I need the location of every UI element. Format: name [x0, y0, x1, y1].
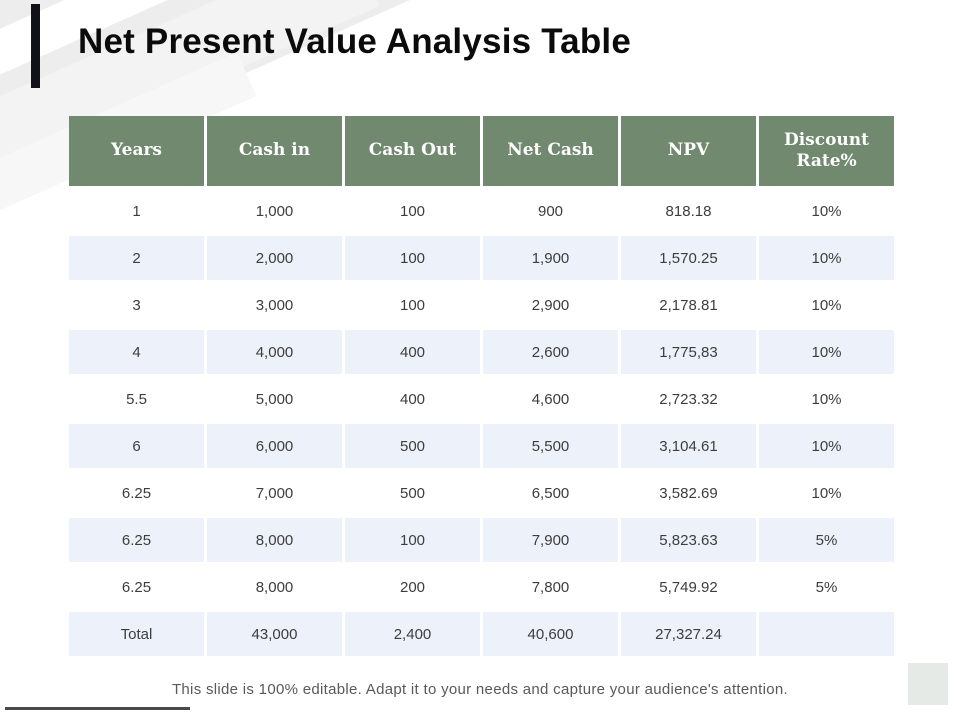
table-cell: 100	[345, 189, 480, 233]
table-row: 6 6,000 500 5,500 3,104.61 10%	[69, 424, 894, 468]
table-cell: 6	[69, 424, 204, 468]
corner-square	[908, 663, 948, 705]
table-cell: 500	[345, 471, 480, 515]
table-cell	[759, 612, 894, 656]
table-body: 1 1,000 100 900 818.18 10% 2 2,000 100 1,900 1,570…	[69, 189, 894, 656]
column-header: Cash in	[207, 116, 342, 186]
footer-note: This slide is 100% editable. Adapt it to…	[171, 681, 789, 698]
table-cell: 1,900	[483, 236, 618, 280]
table-header: Years Cash in Cash Out Net Cash NPV Discount …	[69, 116, 894, 186]
table-row: 6.25 7,000 500 6,500 3,582.69 10%	[69, 471, 894, 515]
table-cell: 1	[69, 189, 204, 233]
table-cell: 200	[345, 565, 480, 609]
table-cell: 6,500	[483, 471, 618, 515]
column-header: Net Cash	[483, 116, 618, 186]
table-cell: 900	[483, 189, 618, 233]
table-row: 6.25 8,000 200 7,800 5,749.92 5%	[69, 565, 894, 609]
table-cell: 2	[69, 236, 204, 280]
table-cell: 500	[345, 424, 480, 468]
table-cell: 818.18	[621, 189, 756, 233]
table-row: 3 3,000 100 2,900 2,178.81 10%	[69, 283, 894, 327]
table-cell: 2,000	[207, 236, 342, 280]
table-cell: 1,570.25	[621, 236, 756, 280]
table-cell: Total	[69, 612, 204, 656]
table-row: Total 43,000 2,400 40,600 27,327.24	[69, 612, 894, 656]
table-cell: 10%	[759, 236, 894, 280]
table-cell: 2,723.32	[621, 377, 756, 421]
table-cell: 5.5	[69, 377, 204, 421]
table-cell: 100	[345, 283, 480, 327]
table-cell: 6.25	[69, 471, 204, 515]
table-cell: 1,775,83	[621, 330, 756, 374]
table-cell: 3,000	[207, 283, 342, 327]
stripe	[0, 0, 471, 126]
table-cell: 2,600	[483, 330, 618, 374]
table-cell: 10%	[759, 377, 894, 421]
table-cell: 5%	[759, 518, 894, 562]
table-cell: 5,000	[207, 377, 342, 421]
column-header: Cash Out	[345, 116, 480, 186]
page-title: Net Present Value Analysis Table	[78, 22, 632, 61]
table-cell: 40,600	[483, 612, 618, 656]
table-row: 6.25 8,000 100 7,900 5,823.63 5%	[69, 518, 894, 562]
table-row: 2 2,000 100 1,900 1,570.25 10%	[69, 236, 894, 280]
table-cell: 100	[345, 236, 480, 280]
table-cell: 8,000	[207, 518, 342, 562]
table-row: 5.5 5,000 400 4,600 2,723.32 10%	[69, 377, 894, 421]
column-header: NPV	[621, 116, 756, 186]
table-cell: 6.25	[69, 565, 204, 609]
table-cell: 10%	[759, 424, 894, 468]
table-cell: 2,400	[345, 612, 480, 656]
table-cell: 2,900	[483, 283, 618, 327]
table-cell: 3,582.69	[621, 471, 756, 515]
table-cell: 4	[69, 330, 204, 374]
table-cell: 7,000	[207, 471, 342, 515]
corner-accent-bar	[31, 4, 40, 88]
table-row: 1 1,000 100 900 818.18 10%	[69, 189, 894, 233]
header-row: Years Cash in Cash Out Net Cash NPV Discount …	[69, 116, 894, 186]
table-cell: 6.25	[69, 518, 204, 562]
npv-analysis-table: Years Cash in Cash Out Net Cash NPV Discount …	[66, 113, 897, 659]
column-header: Years	[69, 116, 204, 186]
table-cell: 10%	[759, 189, 894, 233]
table-cell: 4,000	[207, 330, 342, 374]
table-cell: 43,000	[207, 612, 342, 656]
table-cell: 400	[345, 330, 480, 374]
table-cell: 7,900	[483, 518, 618, 562]
table-cell: 10%	[759, 471, 894, 515]
table-cell: 8,000	[207, 565, 342, 609]
table-cell: 3	[69, 283, 204, 327]
table-cell: 3,104.61	[621, 424, 756, 468]
table-cell: 400	[345, 377, 480, 421]
column-header: Discount Rate%	[759, 116, 894, 186]
table-cell: 5%	[759, 565, 894, 609]
footer-underline	[5, 707, 190, 710]
table-cell: 6,000	[207, 424, 342, 468]
table-row: 4 4,000 400 2,600 1,775,83 10%	[69, 330, 894, 374]
table-cell: 27,327.24	[621, 612, 756, 656]
table-cell: 2,178.81	[621, 283, 756, 327]
table-cell: 5,749.92	[621, 565, 756, 609]
table-cell: 10%	[759, 283, 894, 327]
table-cell: 1,000	[207, 189, 342, 233]
table-cell: 5,823.63	[621, 518, 756, 562]
table-cell: 7,800	[483, 565, 618, 609]
table-cell: 10%	[759, 330, 894, 374]
table-cell: 4,600	[483, 377, 618, 421]
table-cell: 5,500	[483, 424, 618, 468]
table-cell: 100	[345, 518, 480, 562]
